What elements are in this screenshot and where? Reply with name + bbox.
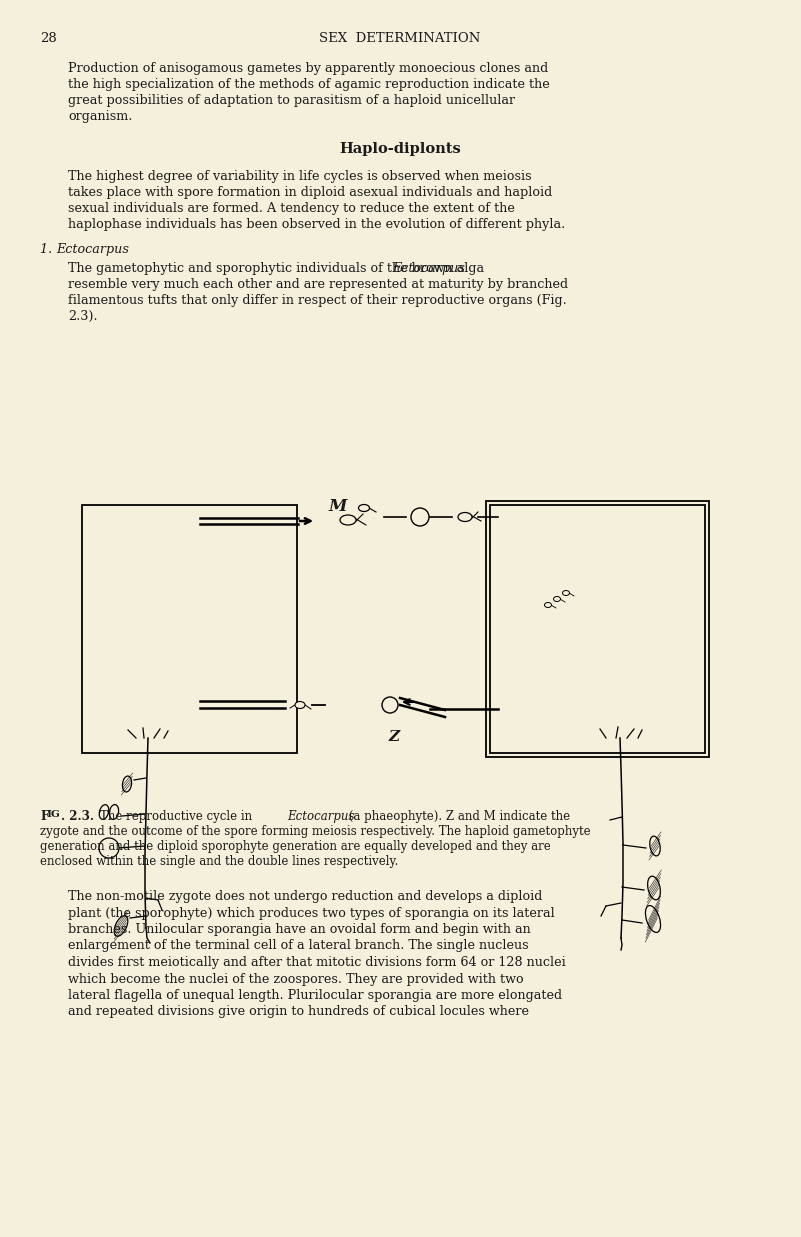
Text: which become the nuclei of the zoospores. They are provided with two: which become the nuclei of the zoospores…: [68, 972, 524, 986]
Text: branches. Unilocular sporangia have an ovoidal form and begin with an: branches. Unilocular sporangia have an o…: [68, 923, 531, 936]
Bar: [486, 501, 709, 757]
Ellipse shape: [458, 512, 472, 522]
Ellipse shape: [123, 776, 131, 792]
Circle shape: [382, 696, 398, 713]
Ellipse shape: [646, 905, 661, 933]
Text: (a phaeophyte). Z and M indicate the: (a phaeophyte). Z and M indicate the: [345, 810, 570, 823]
Text: Production of anisogamous gametes by apparently monoecious clones and: Production of anisogamous gametes by app…: [68, 62, 548, 75]
Text: Ectocarpus: Ectocarpus: [287, 810, 355, 823]
Text: great possibilities of adaptation to parasitism of a haploid unicellular: great possibilities of adaptation to par…: [68, 94, 515, 106]
Text: lateral flagella of unequal length. Plurilocular sporangia are more elongated: lateral flagella of unequal length. Plur…: [68, 990, 562, 1002]
Text: the high specialization of the methods of agamic reproduction indicate the: the high specialization of the methods o…: [68, 78, 549, 92]
Text: The non-motile zygote does not undergo reduction and develops a diploid: The non-motile zygote does not undergo r…: [68, 889, 542, 903]
Text: The gametophytic and sporophytic individuals of the brown alga: The gametophytic and sporophytic individ…: [68, 262, 488, 275]
Text: Haplo-diplonts: Haplo-diplonts: [339, 142, 461, 156]
Ellipse shape: [99, 804, 109, 819]
Text: enlargement of the terminal cell of a lateral branch. The single nucleus: enlargement of the terminal cell of a la…: [68, 939, 529, 952]
Text: resemble very much each other and are represented at maturity by branched: resemble very much each other and are re…: [68, 278, 568, 291]
Bar: [82, 505, 297, 753]
Text: Ectocarpus: Ectocarpus: [392, 262, 465, 275]
Text: zygote and the outcome of the spore forming meiosis respectively. The haploid ga: zygote and the outcome of the spore form…: [40, 825, 590, 837]
Ellipse shape: [110, 804, 119, 819]
Text: generation and the diploid sporophyte generation are equally developed and they : generation and the diploid sporophyte ge…: [40, 840, 551, 854]
Ellipse shape: [340, 515, 356, 524]
Text: 28: 28: [40, 32, 57, 45]
Text: The highest degree of variability in life cycles is observed when meiosis: The highest degree of variability in lif…: [68, 169, 532, 183]
Ellipse shape: [359, 505, 369, 512]
Text: divides first meiotically and after that mitotic divisions form 64 or 128 nuclei: divides first meiotically and after that…: [68, 956, 566, 969]
Text: filamentous tufts that only differ in respect of their reproductive organs (Fig.: filamentous tufts that only differ in re…: [68, 294, 567, 307]
Text: IG: IG: [46, 810, 60, 819]
Ellipse shape: [115, 915, 128, 936]
Text: plant (the sporophyte) which produces two types of sporangia on its lateral: plant (the sporophyte) which produces tw…: [68, 907, 555, 919]
Circle shape: [411, 508, 429, 526]
Ellipse shape: [553, 596, 561, 601]
Text: haplophase individuals has been observed in the evolution of different phyla.: haplophase individuals has been observed…: [68, 218, 566, 231]
Text: and repeated divisions give origin to hundreds of cubical locules where: and repeated divisions give origin to hu…: [68, 1006, 529, 1018]
Text: F: F: [40, 810, 48, 823]
Text: takes place with spore formation in diploid asexual individuals and haploid: takes place with spore formation in dipl…: [68, 186, 552, 199]
Text: . 2.3.: . 2.3.: [61, 810, 94, 823]
Text: 2.3).: 2.3).: [68, 310, 98, 323]
Circle shape: [99, 837, 119, 858]
Text: SEX  DETERMINATION: SEX DETERMINATION: [320, 32, 481, 45]
Text: enclosed within the single and the double lines respectively.: enclosed within the single and the doubl…: [40, 855, 398, 868]
Ellipse shape: [648, 876, 660, 899]
Ellipse shape: [295, 701, 305, 709]
Bar: [490, 505, 705, 753]
Text: organism.: organism.: [68, 110, 132, 122]
Ellipse shape: [562, 590, 570, 595]
Ellipse shape: [650, 836, 660, 856]
Text: Z: Z: [388, 730, 399, 743]
Text: Ectocarpus: Ectocarpus: [56, 242, 129, 256]
Text: 1.: 1.: [40, 242, 56, 256]
Ellipse shape: [545, 602, 552, 607]
Text: M: M: [328, 499, 346, 515]
Text: sexual individuals are formed. A tendency to reduce the extent of the: sexual individuals are formed. A tendenc…: [68, 202, 515, 215]
Text: The reproductive cycle in: The reproductive cycle in: [100, 810, 256, 823]
